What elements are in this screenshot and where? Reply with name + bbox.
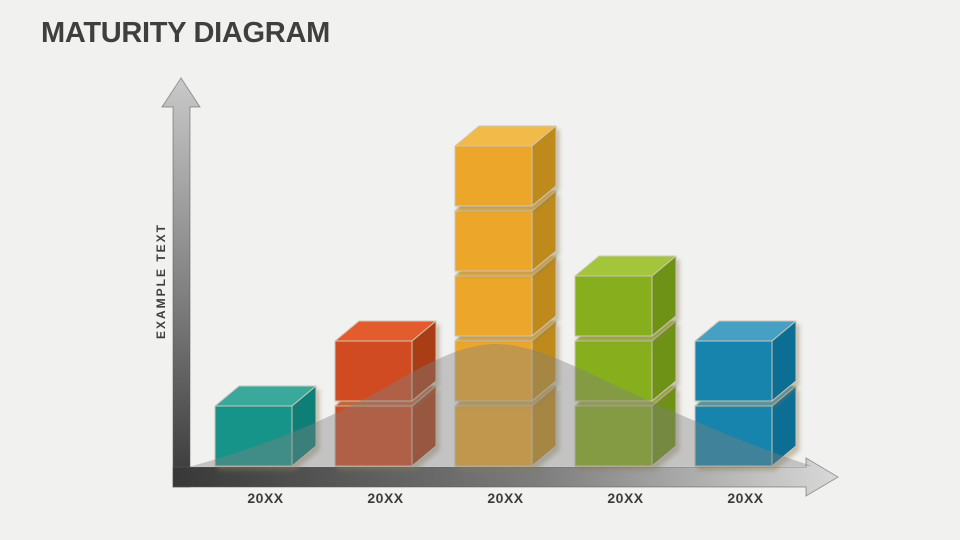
cube-face-front — [454, 275, 533, 337]
x-axis-label: 20XX — [247, 490, 284, 506]
cube — [574, 255, 677, 337]
cube-face-front — [334, 340, 413, 402]
x-axis-arrow — [172, 457, 839, 497]
cube — [694, 320, 797, 402]
cube-face-front — [454, 340, 533, 402]
cube-face-front — [454, 210, 533, 272]
cube-face-front — [454, 405, 533, 467]
cube-stack-green — [574, 255, 677, 467]
bell-curve-overlay — [192, 344, 812, 466]
x-axis-label: 20XX — [367, 490, 404, 506]
cube-stack-amber — [454, 125, 557, 467]
cube-stack-orange — [334, 320, 437, 467]
y-axis-label: EXAMPLE TEXT — [154, 222, 168, 340]
cube-face-front — [694, 405, 773, 467]
cube-face-front — [694, 340, 773, 402]
cube-face-front — [454, 145, 533, 207]
x-axis-label: 20XX — [487, 490, 524, 506]
cube-face-front — [574, 275, 653, 337]
cube — [454, 125, 557, 207]
cube-face-front — [214, 405, 293, 467]
cube-stacks — [214, 125, 797, 467]
cube-face-front — [334, 405, 413, 467]
x-axis-label: 20XX — [607, 490, 644, 506]
cube-face-front — [574, 405, 653, 467]
cube — [214, 385, 317, 467]
page-title: MATURITY DIAGRAM — [41, 17, 330, 49]
cube-stack-blue — [694, 320, 797, 467]
cube-stack-teal — [214, 385, 317, 467]
cube-face-front — [574, 340, 653, 402]
x-axis-label: 20XX — [727, 490, 764, 506]
cube — [334, 320, 437, 402]
